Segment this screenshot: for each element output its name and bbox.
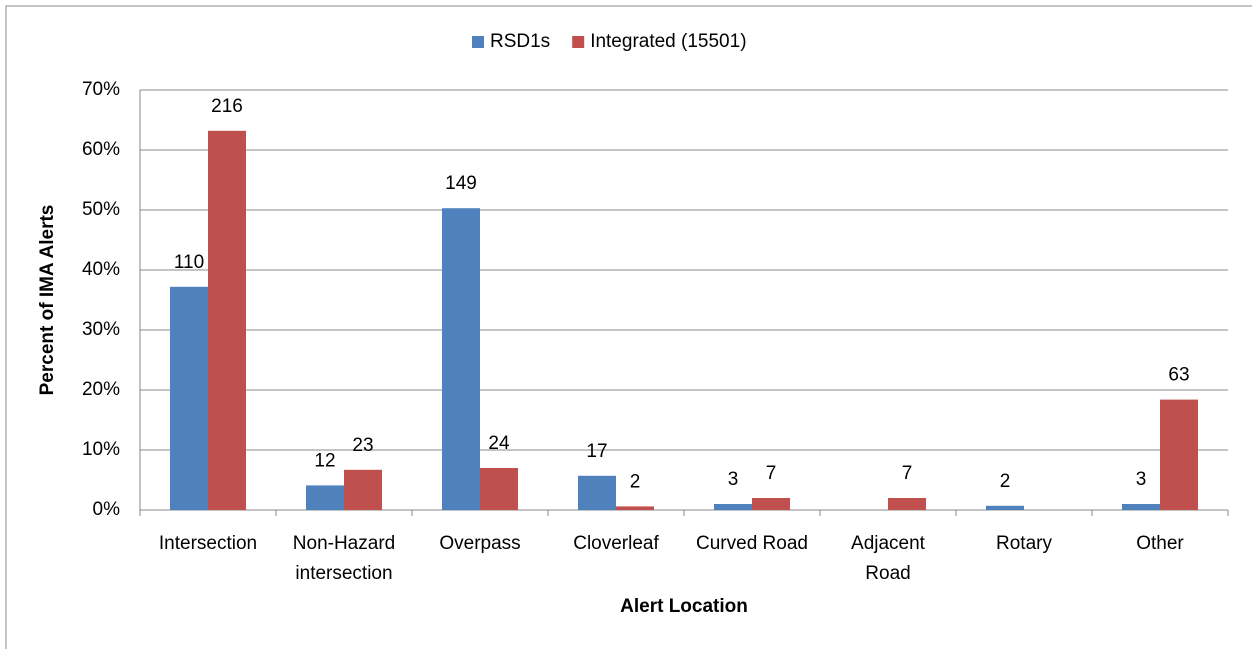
y-tick-label: 30% (82, 319, 120, 340)
bar (1160, 399, 1198, 510)
legend-label: RSD1s (490, 31, 550, 52)
y-tick-label: 70% (82, 79, 120, 100)
bar (578, 475, 616, 510)
legend-swatch (572, 36, 585, 48)
bar (208, 130, 246, 511)
y-tick-label: 10% (82, 439, 120, 460)
frame (5, 5, 1252, 654)
data-label: 63 (1168, 365, 1189, 386)
x-axis-title: Alert Location (620, 596, 748, 617)
bar (306, 485, 344, 510)
data-label: 12 (314, 450, 335, 471)
data-label: 149 (445, 173, 477, 194)
data-label: 3 (728, 469, 739, 490)
data-label: 2 (630, 471, 641, 492)
y-tick-label: 40% (82, 259, 120, 280)
data-label: 2 (1000, 471, 1011, 492)
bar (888, 498, 926, 510)
data-label: 3 (1136, 469, 1147, 490)
x-tick-label: Curved Road (696, 533, 808, 554)
bar (170, 286, 208, 510)
bar (1122, 504, 1160, 510)
bar (344, 469, 382, 510)
x-tick-label: Non-Hazard (293, 533, 395, 554)
x-tick-label: Adjacent (851, 533, 926, 554)
bar (986, 505, 1024, 510)
y-tick-label: 20% (82, 379, 120, 400)
y-tick-label: 0% (93, 499, 121, 520)
x-tick-label: Road (865, 563, 910, 584)
data-label: 216 (211, 96, 243, 117)
y-tick-label: 60% (82, 139, 120, 160)
y-tick-label: 50% (82, 199, 120, 220)
bar (480, 468, 518, 510)
data-label: 7 (902, 463, 913, 484)
x-tick-label: Rotary (996, 533, 1052, 554)
bar (442, 208, 480, 510)
x-tick-label: Other (1136, 533, 1184, 554)
bar (752, 498, 790, 510)
data-label: 7 (766, 463, 777, 484)
data-label: 24 (488, 433, 510, 454)
bar (714, 504, 752, 510)
data-label: 17 (586, 441, 607, 462)
x-tick-label: Overpass (439, 533, 520, 554)
y-axis-title: Percent of IMA Alerts (37, 205, 58, 396)
x-tick-label: Cloverleaf (573, 533, 659, 554)
data-label: 110 (174, 252, 204, 273)
x-tick-label: intersection (295, 563, 392, 584)
x-tick-label: Intersection (159, 533, 257, 554)
bar (616, 506, 654, 510)
legend-swatch (472, 36, 484, 48)
legend-label: Integrated (15501) (590, 31, 746, 52)
data-label: 23 (352, 435, 373, 456)
